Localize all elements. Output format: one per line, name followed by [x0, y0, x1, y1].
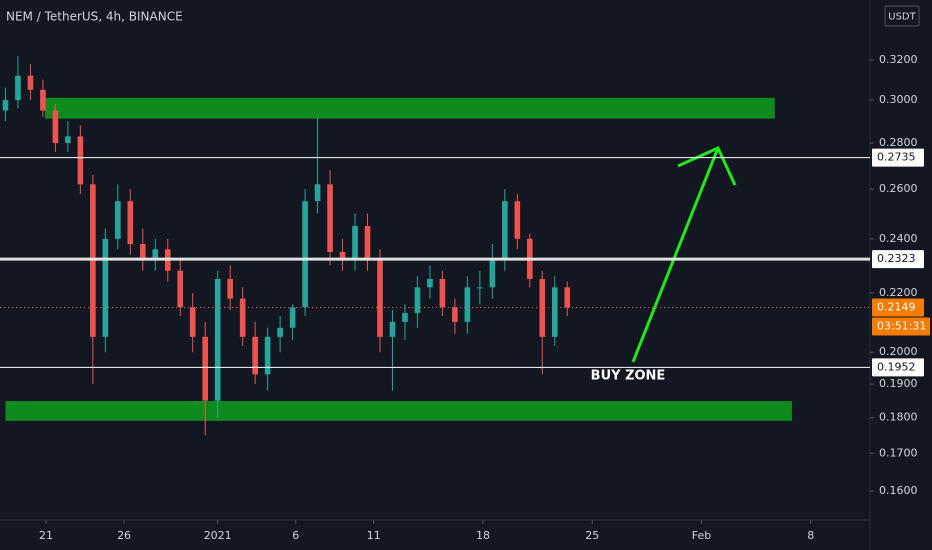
- last-price-label: 0.2149: [877, 301, 916, 314]
- y-tick-label: 0.1800: [879, 411, 918, 424]
- annotation: BUY ZONE: [591, 369, 666, 384]
- candle-body: [189, 307, 196, 337]
- y-tick-label: 0.2400: [879, 232, 918, 245]
- candle-body: [327, 184, 333, 252]
- y-tick-label: 0.2000: [879, 345, 918, 358]
- y-tick-label: 0.1600: [879, 484, 918, 497]
- countdown: 03:51:31: [877, 320, 926, 333]
- x-tick-label: 25: [585, 529, 599, 542]
- candle-body: [564, 287, 571, 308]
- currency: USDT: [888, 12, 916, 23]
- candle-body: [139, 244, 146, 260]
- x-tick-label: 11: [367, 529, 381, 542]
- y-tick-label: 0.2600: [879, 182, 918, 195]
- candle-body: [252, 336, 258, 375]
- last-price-box: [872, 298, 924, 317]
- candle-body: [489, 259, 496, 288]
- candle-body: [477, 287, 483, 289]
- candle-body: [364, 226, 371, 260]
- y-tick-label: 0.3000: [879, 93, 918, 106]
- candle-body: [2, 100, 9, 111]
- candle-body: [77, 136, 84, 185]
- zone: [5, 401, 792, 421]
- y-tick-label: 0.1900: [879, 377, 918, 390]
- candle-body: [389, 321, 396, 337]
- candle-body: [15, 75, 21, 101]
- x-tick-label: Feb: [692, 529, 711, 542]
- arrow-head: [677, 146, 737, 186]
- level-label-box: [872, 250, 924, 269]
- candle-body: [239, 298, 246, 337]
- zone: [45, 97, 775, 119]
- y-tick-label: 0.1700: [879, 446, 918, 459]
- chart-title: NEM / TetherUS, 4h, BINANCE: [6, 10, 183, 24]
- candle-body: [352, 226, 358, 260]
- candle-body: [277, 327, 283, 337]
- y-tick-label: 0.2200: [879, 286, 918, 299]
- x-tick-label: 2021: [204, 529, 232, 542]
- candle-body: [302, 201, 308, 308]
- arrow: [631, 147, 720, 363]
- candle-body: [202, 336, 209, 401]
- x-tick-label: 18: [476, 529, 490, 542]
- candle-body: [514, 201, 521, 239]
- candle-body: [339, 251, 346, 260]
- y-tick-label: 0.3200: [879, 53, 918, 66]
- x-tick-label: 6: [292, 529, 299, 542]
- candle-body: [539, 278, 546, 337]
- candle-body: [102, 238, 109, 337]
- candle-body: [27, 75, 34, 90]
- candle-body: [551, 287, 558, 337]
- candle-body: [377, 259, 383, 337]
- candle-body: [40, 89, 46, 111]
- candle-body: [227, 278, 233, 299]
- candle-body: [427, 278, 433, 288]
- candle-body: [464, 287, 471, 322]
- candle-body: [115, 201, 121, 239]
- candle-body: [65, 136, 71, 143]
- level-label: 0.1952: [877, 360, 916, 373]
- candle-body: [402, 313, 408, 322]
- level-label-box: [872, 358, 924, 377]
- candle-body: [452, 307, 458, 322]
- y-tick-label: 0.2800: [879, 136, 918, 149]
- candle-body: [214, 278, 221, 401]
- level-label-box: [872, 148, 924, 167]
- x-tick-label: 21: [39, 529, 53, 542]
- candle-body: [439, 278, 446, 308]
- candle-body: [52, 110, 59, 143]
- candle-body: [127, 201, 134, 245]
- candle-body: [314, 184, 321, 202]
- candle-body: [289, 307, 296, 328]
- level-label: 0.2735: [877, 151, 916, 164]
- candle-body: [264, 336, 271, 375]
- x-tick-label: 26: [117, 529, 131, 542]
- candle-body: [502, 201, 508, 260]
- candle-body: [414, 287, 421, 314]
- candle-body: [177, 270, 184, 308]
- countdown-box: [872, 317, 930, 336]
- x-tick-label: 8: [807, 529, 814, 542]
- level-label: 0.2323: [877, 252, 916, 265]
- currency-box: [884, 5, 920, 27]
- candle-body: [152, 249, 159, 260]
